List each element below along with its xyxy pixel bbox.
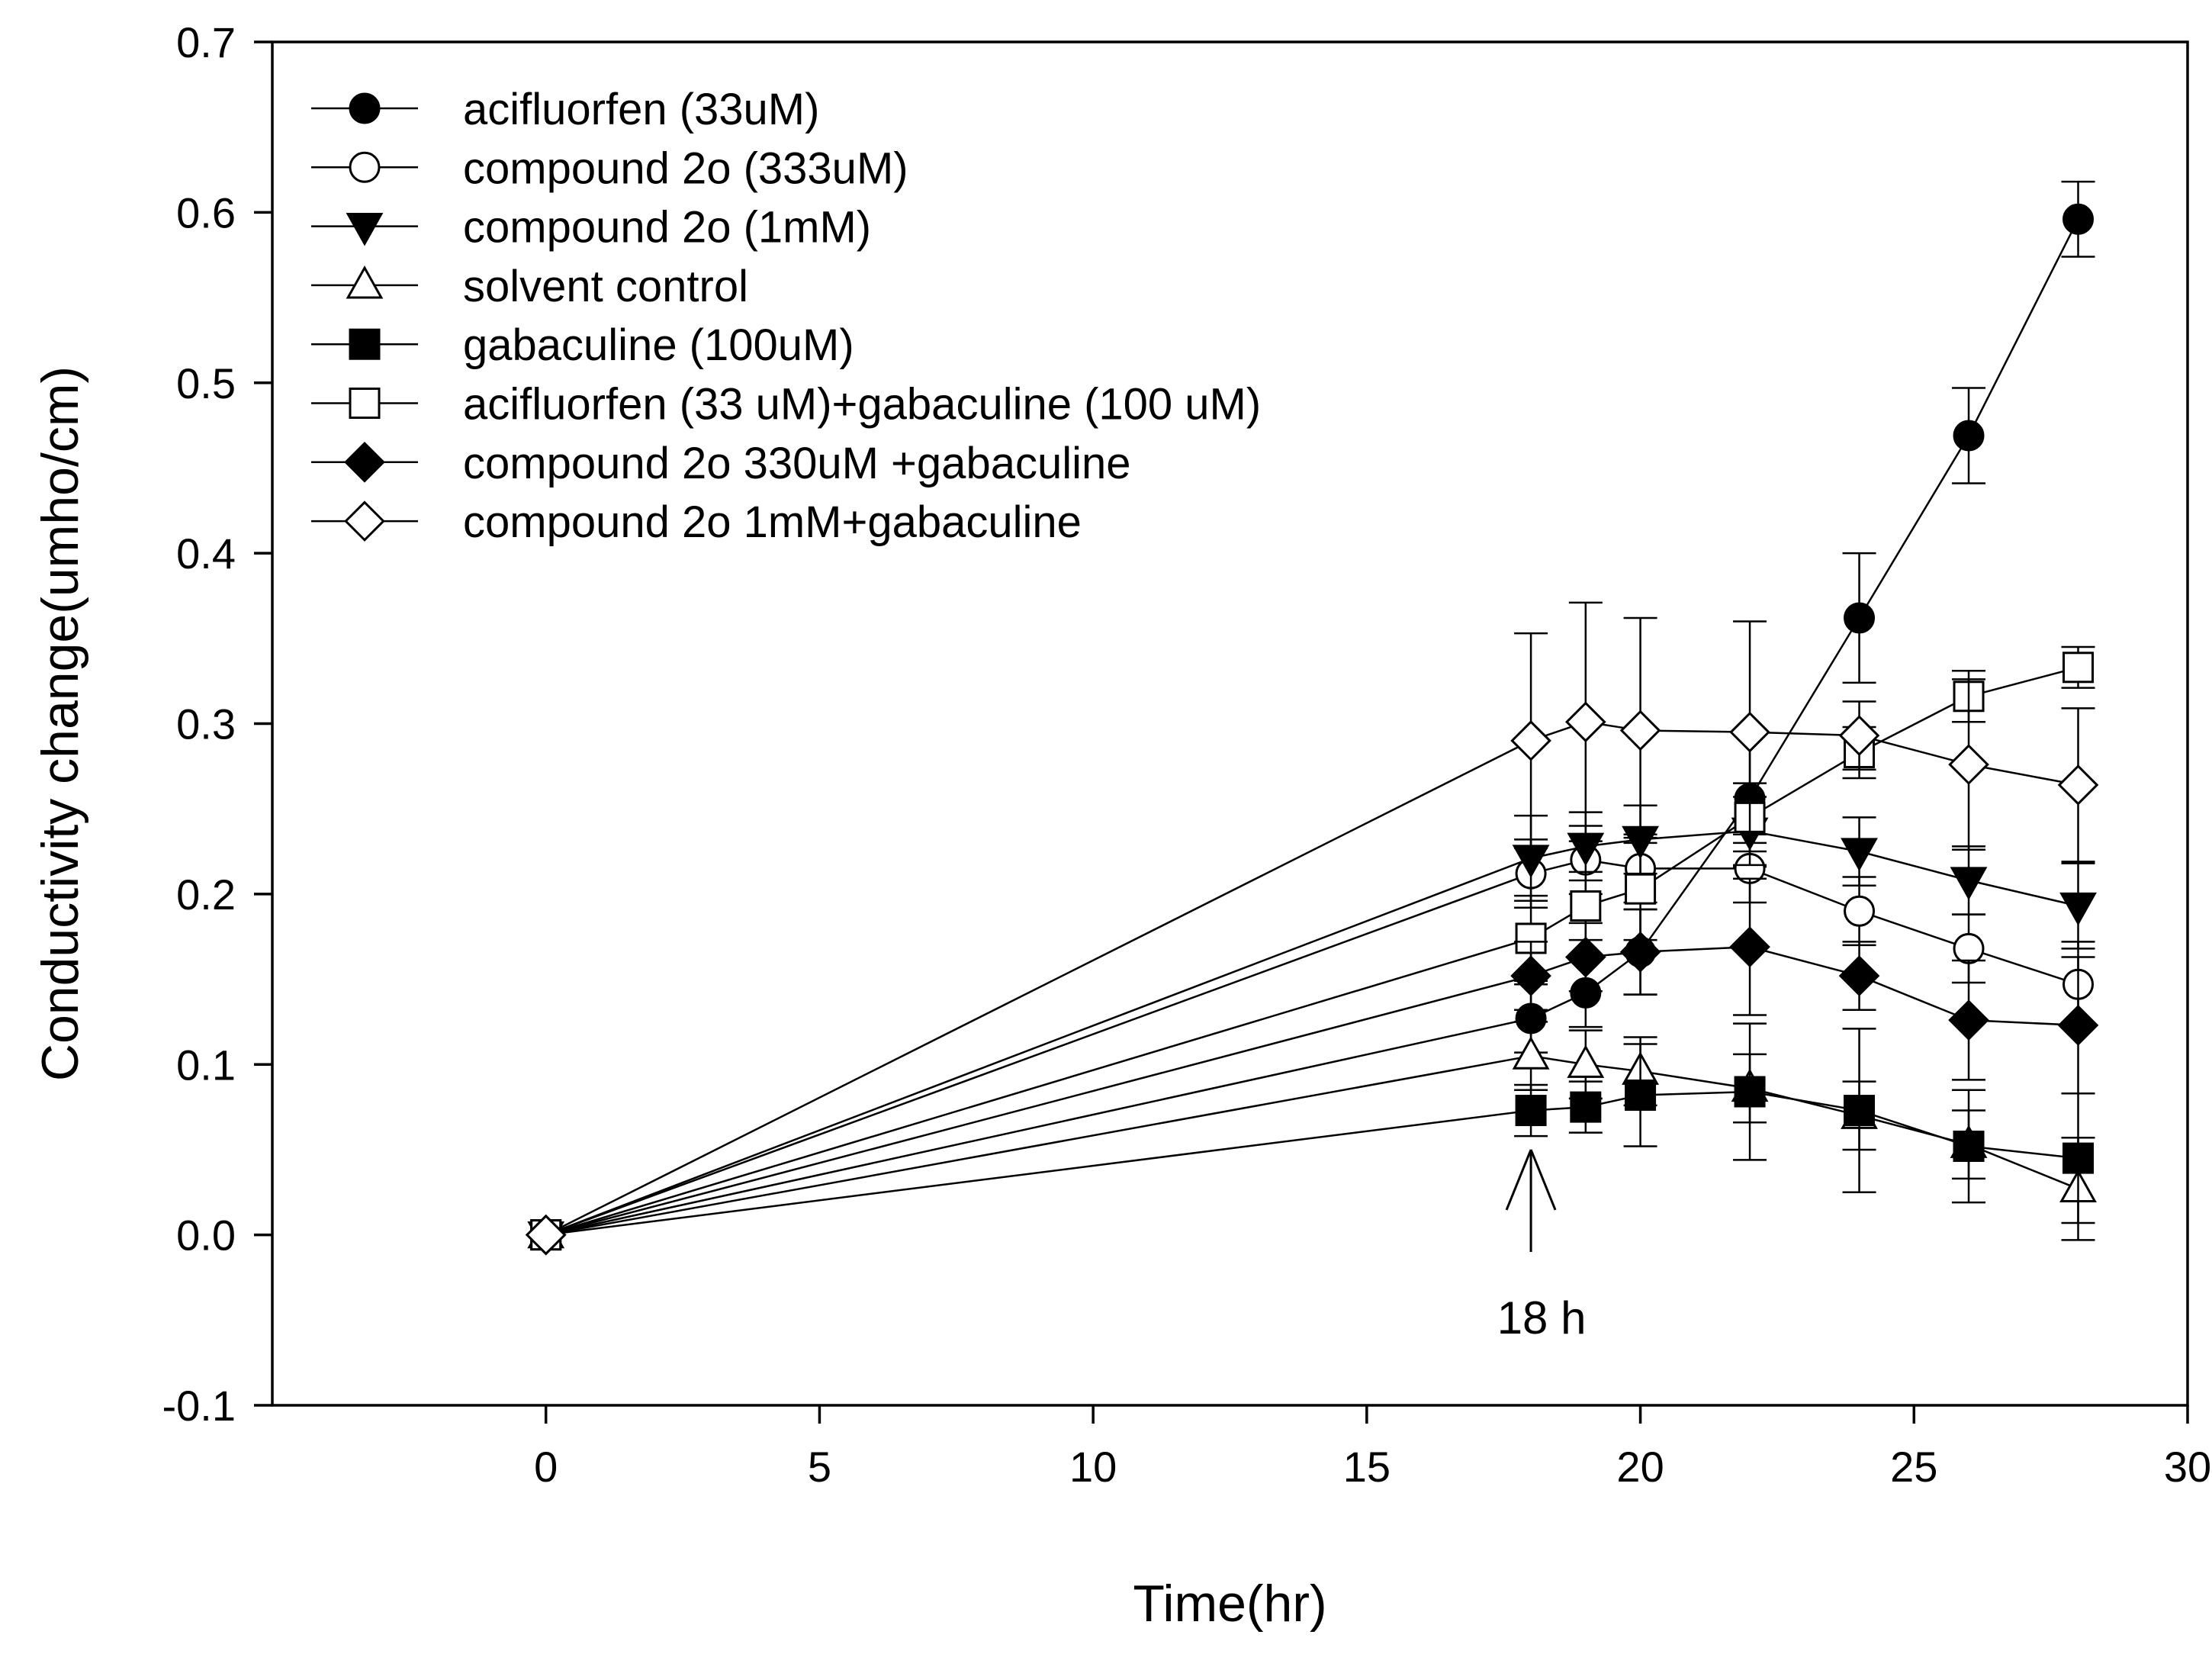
data-point	[2057, 764, 2099, 806]
data-point	[2059, 892, 2097, 926]
data-point	[2062, 652, 2095, 684]
legend-label: solvent control	[463, 262, 748, 311]
legend-item-4: solvent control	[311, 262, 748, 311]
y-tick-label: 0.2	[176, 870, 236, 919]
legend-label: acifluorfen (33uM)	[463, 85, 819, 134]
data-point	[1734, 1076, 1766, 1108]
legend-label: compound 2o 330uM +gabaculine	[463, 439, 1131, 488]
data-point	[1565, 936, 1606, 978]
x-tick-label: 30	[2164, 1443, 2211, 1491]
legend: acifluorfen (33uM) compound 2o (333uM) com…	[311, 85, 1261, 547]
data-point	[1570, 890, 1602, 922]
legend-marker	[349, 151, 381, 183]
data-point	[1950, 867, 1988, 900]
y-tick-label: 0.1	[176, 1041, 236, 1089]
data-point	[1570, 1091, 1602, 1123]
legend-item-5: gabaculine (100uM)	[311, 320, 854, 370]
data-point	[1844, 602, 1876, 634]
legend-marker	[349, 92, 381, 124]
y-axis-title: Conductivity change(umho/cm)	[31, 366, 89, 1081]
y-tick-label: 0.0	[176, 1212, 236, 1260]
data-point	[1844, 895, 1876, 927]
legend-item-7: compound 2o 330uM +gabaculine	[311, 439, 1131, 488]
data-point	[1625, 873, 1657, 905]
data-point	[1512, 1036, 1550, 1070]
legend-item-1: acifluorfen (33uM)	[311, 85, 819, 134]
y-tick-label: -0.1	[162, 1382, 236, 1430]
legend-label: acifluorfen (33 uM)+gabaculine (100 uM)	[463, 380, 1261, 430]
legend-marker	[344, 441, 385, 483]
data-point	[1729, 711, 1770, 753]
legend-label: compound 2o 1mM+gabaculine	[463, 497, 1082, 547]
data-point	[1838, 715, 1880, 756]
series-5	[530, 1022, 2095, 1251]
legend-label: compound 2o (333uM)	[463, 143, 908, 193]
data-point	[1953, 932, 1985, 964]
x-tick-label: 10	[1069, 1443, 1117, 1491]
data-point	[1567, 1044, 1605, 1078]
data-point	[1844, 1095, 1876, 1127]
data-point	[1953, 1130, 1985, 1162]
annotation-label: 18 h	[1497, 1292, 1587, 1343]
series-layer	[525, 180, 2099, 1256]
legend-item-2: compound 2o (333uM)	[311, 143, 908, 193]
data-point	[1953, 420, 1985, 452]
legend-label: compound 2o (1mM)	[463, 203, 871, 253]
data-point	[1838, 955, 1880, 996]
x-tick-label: 20	[1616, 1443, 1664, 1491]
legend-label: gabaculine (100uM)	[463, 320, 854, 370]
x-tick-label: 5	[808, 1443, 831, 1491]
data-point	[2057, 1005, 2099, 1046]
legend-marker	[349, 328, 381, 360]
y-tick-label: 0.6	[176, 188, 236, 237]
data-point	[1510, 720, 1551, 761]
data-point	[1841, 838, 1878, 871]
data-point	[1619, 710, 1661, 751]
y-tick-label: 0.7	[176, 18, 236, 66]
legend-item-3: compound 2o (1mM)	[311, 203, 871, 253]
x-tick-label: 25	[1890, 1443, 1937, 1491]
axes-layer: 0 5 10 15 20 25 30 -0.1 0.0 0.1 0.2 0.3 0.4 0.5 0.6 0.7…	[31, 18, 2211, 1633]
annotation-arrow-head-left	[1505, 1149, 1532, 1211]
data-point	[1625, 1079, 1657, 1111]
annotation-arrow-head-right	[1529, 1149, 1557, 1211]
series-8	[525, 601, 2099, 1256]
x-tick-label: 0	[534, 1443, 558, 1491]
data-point	[1948, 999, 1989, 1041]
legend-marker	[344, 500, 385, 542]
y-tick-label: 0.5	[176, 359, 236, 407]
data-point	[2062, 1142, 2095, 1174]
x-axis-title: Time(hr)	[1133, 1575, 1326, 1633]
data-point	[1729, 926, 1770, 967]
data-point	[1515, 1095, 1547, 1127]
data-point	[2062, 203, 2095, 235]
series-7	[525, 877, 2099, 1256]
annotation-layer: 18 h	[1497, 1149, 1587, 1343]
data-point	[525, 1214, 567, 1256]
legend-marker	[346, 212, 384, 246]
x-tick-label: 15	[1343, 1443, 1391, 1491]
data-point	[1565, 701, 1606, 743]
data-point	[1510, 955, 1551, 996]
y-tick-label: 0.3	[176, 700, 236, 748]
legend-item-6: acifluorfen (33 uM)+gabaculine (100 uM)	[311, 380, 1261, 430]
legend-item-8: compound 2o 1mM+gabaculine	[311, 497, 1082, 547]
data-point	[1948, 744, 1989, 785]
y-tick-label: 0.4	[176, 529, 236, 578]
data-point	[1619, 932, 1661, 973]
legend-marker	[346, 265, 384, 299]
legend-marker	[349, 388, 381, 419]
